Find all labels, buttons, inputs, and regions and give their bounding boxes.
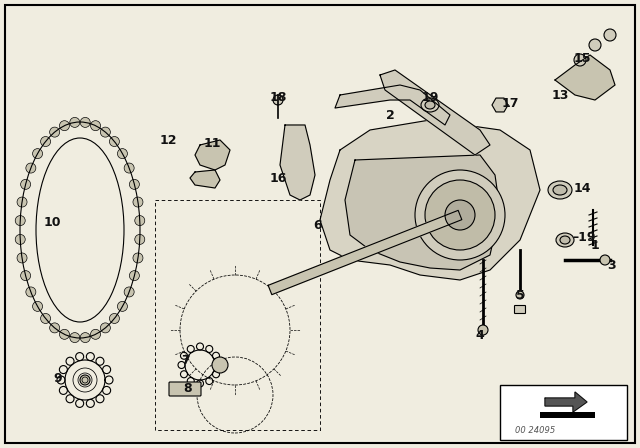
Text: 19: 19 (421, 90, 438, 103)
Ellipse shape (556, 233, 574, 247)
Circle shape (100, 127, 110, 137)
Circle shape (135, 215, 145, 226)
Text: 17: 17 (501, 96, 519, 109)
Circle shape (109, 314, 120, 323)
Circle shape (604, 29, 616, 41)
Circle shape (478, 325, 488, 335)
Circle shape (20, 271, 31, 280)
Text: 2: 2 (386, 108, 394, 121)
Ellipse shape (548, 181, 572, 199)
Circle shape (20, 179, 31, 190)
Circle shape (135, 234, 145, 245)
Circle shape (90, 329, 100, 339)
Ellipse shape (425, 101, 435, 109)
Text: 10: 10 (44, 215, 61, 228)
Circle shape (445, 200, 475, 230)
Circle shape (50, 323, 60, 333)
Circle shape (80, 117, 90, 127)
Text: 11: 11 (204, 137, 221, 150)
Text: 15: 15 (573, 52, 591, 65)
Polygon shape (492, 98, 508, 112)
Circle shape (425, 180, 495, 250)
FancyBboxPatch shape (169, 382, 201, 396)
Circle shape (109, 137, 120, 146)
Polygon shape (335, 85, 450, 125)
Polygon shape (190, 170, 220, 188)
Circle shape (33, 149, 43, 159)
Circle shape (80, 332, 90, 343)
Text: 16: 16 (269, 172, 287, 185)
Circle shape (516, 291, 524, 299)
Text: 1: 1 (591, 238, 600, 251)
Polygon shape (320, 120, 540, 280)
Text: 18: 18 (269, 90, 287, 103)
FancyBboxPatch shape (515, 306, 525, 314)
Circle shape (100, 323, 110, 333)
Circle shape (15, 234, 25, 245)
Circle shape (133, 253, 143, 263)
Text: 6: 6 (314, 219, 323, 232)
Polygon shape (555, 55, 615, 100)
Circle shape (40, 314, 51, 323)
Circle shape (60, 329, 70, 339)
Text: 12: 12 (159, 134, 177, 146)
Polygon shape (545, 392, 587, 412)
Text: 4: 4 (476, 328, 484, 341)
Circle shape (117, 302, 127, 311)
Circle shape (50, 127, 60, 137)
Polygon shape (268, 211, 462, 295)
Circle shape (15, 215, 25, 226)
Circle shape (26, 287, 36, 297)
Polygon shape (380, 70, 490, 155)
Circle shape (70, 332, 80, 343)
Circle shape (273, 95, 283, 105)
Ellipse shape (421, 98, 439, 112)
Circle shape (26, 163, 36, 173)
Circle shape (124, 163, 134, 173)
Ellipse shape (553, 185, 567, 195)
Text: –19: –19 (572, 231, 595, 244)
Circle shape (33, 302, 43, 311)
Bar (540, 412, 595, 418)
Circle shape (133, 197, 143, 207)
Circle shape (600, 255, 610, 265)
Circle shape (129, 179, 140, 190)
Polygon shape (345, 155, 500, 270)
Circle shape (574, 54, 586, 66)
Circle shape (212, 357, 228, 373)
Text: 13: 13 (551, 89, 569, 102)
Circle shape (40, 137, 51, 146)
Polygon shape (280, 125, 315, 200)
Circle shape (589, 39, 601, 51)
Text: 8: 8 (184, 382, 192, 395)
Circle shape (17, 253, 27, 263)
Text: 00 24095: 00 24095 (515, 426, 555, 435)
Bar (500, 385, 627, 440)
Text: 3: 3 (608, 258, 616, 271)
Text: 9: 9 (54, 371, 62, 384)
Circle shape (60, 121, 70, 131)
Circle shape (80, 375, 90, 385)
Text: 14: 14 (573, 181, 591, 194)
Polygon shape (195, 140, 230, 170)
Circle shape (70, 117, 80, 127)
Circle shape (117, 149, 127, 159)
Text: 7: 7 (180, 353, 189, 366)
Circle shape (129, 271, 140, 280)
Circle shape (90, 121, 100, 131)
Circle shape (415, 170, 505, 260)
Circle shape (17, 197, 27, 207)
Circle shape (124, 287, 134, 297)
Text: 5: 5 (516, 289, 524, 302)
Ellipse shape (560, 236, 570, 244)
